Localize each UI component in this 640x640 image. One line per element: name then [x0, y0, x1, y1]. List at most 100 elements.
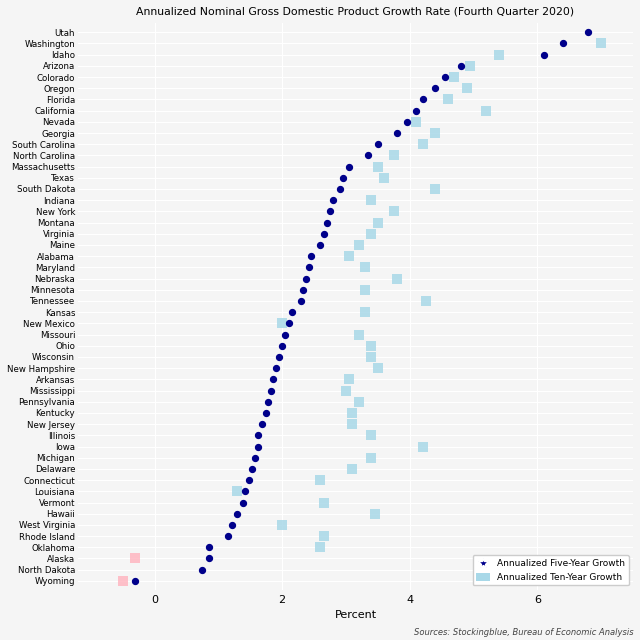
Point [338, 173, 348, 183]
Point [353, 397, 364, 407]
Point [348, 408, 358, 418]
Point [417, 139, 428, 149]
Point [325, 206, 335, 216]
Point [306, 251, 316, 261]
Point [232, 486, 243, 497]
Title: Annualized Nominal Gross Domestic Product Growth Rate (Fourth Quarter 2020): Annualized Nominal Gross Domestic Produc… [136, 7, 575, 17]
Point [516, 564, 527, 575]
Point [344, 161, 355, 172]
Point [298, 285, 308, 295]
Point [583, 27, 593, 37]
Point [304, 262, 314, 273]
Point [353, 330, 364, 340]
Point [494, 49, 504, 60]
Point [557, 38, 568, 49]
Point [348, 464, 358, 474]
Point [204, 554, 214, 564]
Point [369, 509, 380, 519]
Point [596, 38, 606, 49]
Point [316, 542, 326, 552]
Point [277, 520, 287, 530]
Point [449, 72, 460, 82]
Point [443, 94, 453, 104]
Point [328, 195, 339, 205]
Point [237, 497, 248, 508]
Point [366, 228, 376, 239]
Point [401, 116, 412, 127]
Point [319, 497, 329, 508]
Point [481, 106, 492, 116]
Point [372, 218, 383, 228]
Point [284, 318, 294, 328]
Point [348, 419, 358, 429]
Point [287, 307, 297, 317]
Point [268, 374, 278, 385]
Point [366, 340, 376, 351]
Point [335, 184, 345, 194]
Point [372, 139, 383, 149]
Point [392, 128, 402, 138]
Point [204, 542, 214, 552]
Point [366, 452, 376, 463]
Point [232, 509, 243, 519]
Point [257, 419, 267, 429]
Point [388, 150, 399, 161]
Point [353, 240, 364, 250]
Point [296, 296, 307, 306]
Point [430, 83, 440, 93]
Point [363, 150, 373, 161]
Point [253, 430, 263, 440]
Point [341, 385, 351, 396]
Point [277, 318, 287, 328]
Point [322, 218, 332, 228]
Point [344, 251, 355, 261]
Point [360, 285, 370, 295]
Point [392, 273, 402, 284]
Point [430, 184, 440, 194]
Point [462, 83, 472, 93]
Point [456, 61, 466, 71]
Point [271, 363, 281, 373]
Point [388, 206, 399, 216]
Point [440, 72, 450, 82]
Point [417, 94, 428, 104]
Point [316, 475, 326, 485]
Point [266, 385, 276, 396]
Point [260, 408, 271, 418]
Point [197, 564, 207, 575]
Point [244, 475, 254, 485]
Point [366, 195, 376, 205]
Point [131, 554, 141, 564]
Point [250, 452, 260, 463]
Point [366, 430, 376, 440]
Point [319, 531, 329, 541]
Point [417, 442, 428, 452]
Point [280, 330, 291, 340]
Point [246, 464, 257, 474]
Text: Sources: Stockingblue, Bureau of Economic Analysis: Sources: Stockingblue, Bureau of Economi… [414, 628, 634, 637]
Point [411, 106, 421, 116]
Point [344, 374, 355, 385]
Point [301, 273, 312, 284]
Point [360, 307, 370, 317]
Point [372, 363, 383, 373]
Point [316, 240, 326, 250]
Point [411, 116, 421, 127]
Point [465, 61, 476, 71]
Point [372, 161, 383, 172]
Point [227, 520, 237, 530]
Point [131, 576, 141, 586]
Point [539, 49, 549, 60]
Point [360, 262, 370, 273]
Legend: Annualized Five-Year Growth, Annualized Ten-Year Growth: Annualized Five-Year Growth, Annualized … [472, 556, 628, 586]
Point [430, 128, 440, 138]
Point [379, 173, 389, 183]
Point [253, 442, 263, 452]
Point [240, 486, 250, 497]
Point [366, 352, 376, 362]
Point [319, 228, 329, 239]
Point [274, 352, 284, 362]
X-axis label: Percent: Percent [335, 611, 376, 620]
Point [277, 340, 287, 351]
Point [223, 531, 233, 541]
